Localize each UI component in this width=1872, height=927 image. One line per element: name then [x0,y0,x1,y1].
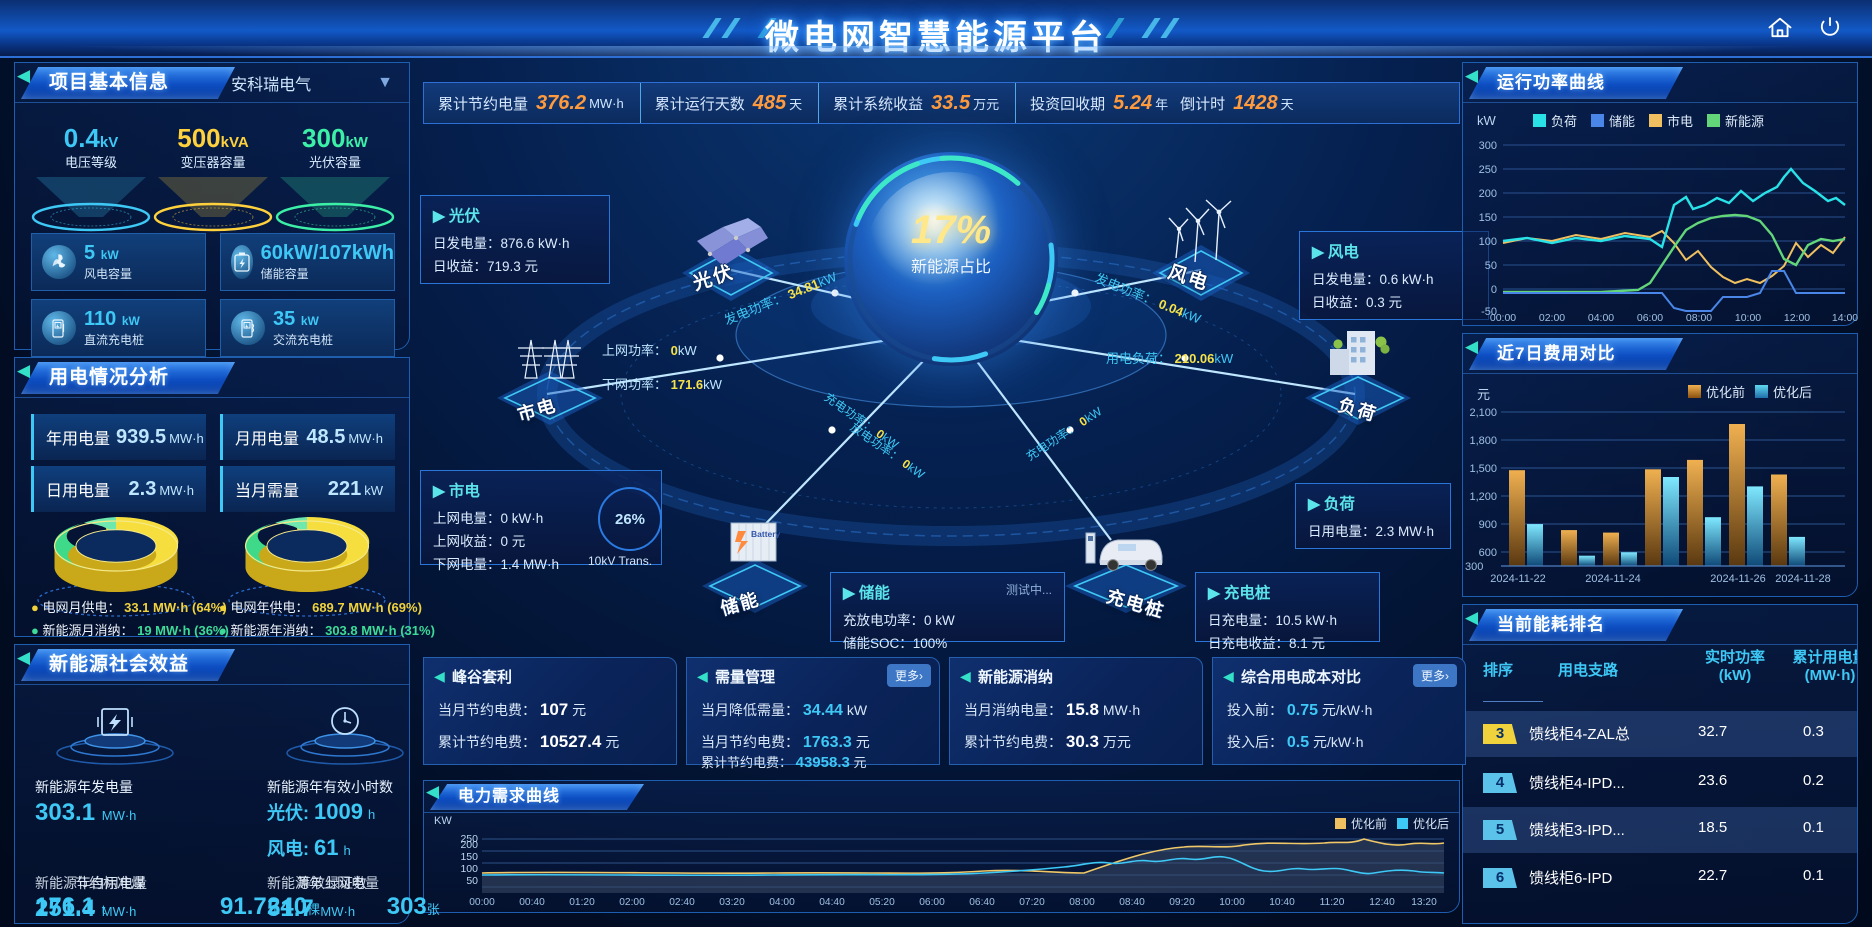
svg-text:300: 300 [1479,140,1497,152]
svg-text:2024-11-24: 2024-11-24 [1585,573,1640,585]
svg-text:10:00: 10:00 [1735,312,1761,323]
svg-text:01:20: 01:20 [569,897,595,908]
svg-text:150: 150 [460,851,478,863]
svg-text:2024-11-26: 2024-11-26 [1710,573,1765,585]
svg-text:08:00: 08:00 [1069,897,1095,908]
svg-text:02:40: 02:40 [669,897,695,908]
svg-text:00:00: 00:00 [469,897,495,908]
svg-text:12:40: 12:40 [1369,897,1395,908]
svg-text:2024-11-22: 2024-11-22 [1490,573,1545,585]
svg-text:00:40: 00:40 [519,897,545,908]
svg-text:05:20: 05:20 [869,897,895,908]
svg-text:08:40: 08:40 [1119,897,1145,908]
svg-text:09:20: 09:20 [1169,897,1195,908]
svg-text:11:20: 11:20 [1320,897,1345,908]
svg-text:06:00: 06:00 [919,897,945,908]
svg-text:02:00: 02:00 [619,897,645,908]
svg-text:04:40: 04:40 [819,897,845,908]
svg-text:13:20: 13:20 [1411,897,1437,908]
svg-text:900: 900 [1479,519,1497,531]
svg-text:10:00: 10:00 [1219,897,1245,908]
svg-text:Battery: Battery [751,529,781,539]
svg-text:10:40: 10:40 [1269,897,1295,908]
svg-text:300: 300 [1465,561,1483,573]
svg-text:06:40: 06:40 [969,897,995,908]
svg-text:1,500: 1,500 [1469,463,1497,475]
svg-text:150: 150 [1479,212,1497,224]
svg-text:14:00: 14:00 [1832,312,1858,323]
svg-text:100: 100 [460,863,478,875]
svg-text:1,200: 1,200 [1469,491,1497,503]
svg-text:06:00: 06:00 [1637,312,1663,323]
svg-text:250: 250 [1479,164,1497,176]
svg-text:50: 50 [1485,260,1497,272]
svg-text:04:00: 04:00 [1588,312,1614,323]
svg-text:1,800: 1,800 [1469,435,1497,447]
svg-text:12:00: 12:00 [1784,312,1810,323]
svg-text:07:20: 07:20 [1019,897,1045,908]
svg-text:2024-11-28: 2024-11-28 [1775,573,1830,585]
svg-text:100: 100 [1479,236,1497,248]
svg-text:08:00: 08:00 [1686,312,1712,323]
svg-text:50: 50 [466,875,478,887]
svg-text:02:00: 02:00 [1539,312,1565,323]
svg-text:04:00: 04:00 [769,897,795,908]
svg-text:0: 0 [1491,284,1497,296]
svg-text:00:00: 00:00 [1490,312,1516,323]
svg-text:200: 200 [460,839,478,851]
svg-text:200: 200 [1479,188,1497,200]
svg-text:2,100: 2,100 [1469,407,1497,419]
svg-text:03:20: 03:20 [719,897,745,908]
